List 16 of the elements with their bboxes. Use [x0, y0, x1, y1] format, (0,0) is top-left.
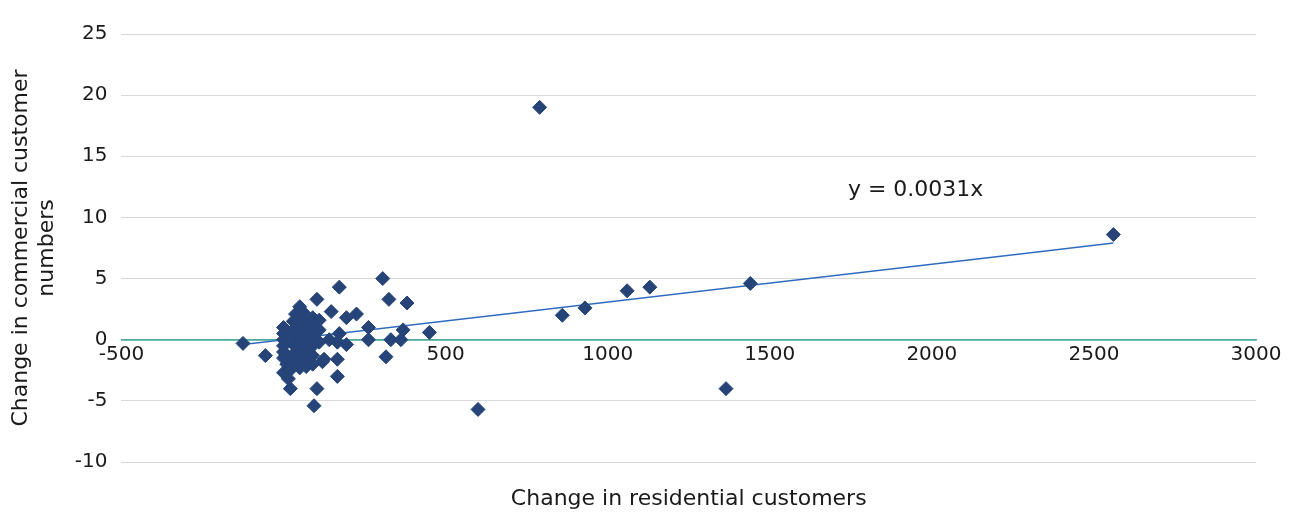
y-axis-title: Change in commercial customer numbers	[6, 68, 59, 427]
y-tick-label: 10	[82, 203, 108, 228]
y-tick-label: 20	[82, 81, 108, 106]
y-tick-label: -10	[74, 448, 108, 473]
x-tick-label: 1000	[582, 340, 634, 365]
y-tick-label: 5	[94, 264, 108, 289]
y-tick-label: 25	[82, 20, 108, 45]
x-tick-label: 2000	[906, 340, 958, 365]
x-tick-label: 3000	[1230, 340, 1282, 365]
x-tick-label: 1500	[744, 340, 796, 365]
x-tick-label: 2500	[1068, 340, 1120, 365]
x-tick-label: 500	[426, 340, 465, 365]
y-tick-label: -5	[87, 387, 108, 412]
x-axis-title: Change in residential customers	[510, 484, 867, 510]
y-tick-label: 15	[82, 142, 108, 167]
annotation: y = 0.0031x	[847, 175, 984, 201]
